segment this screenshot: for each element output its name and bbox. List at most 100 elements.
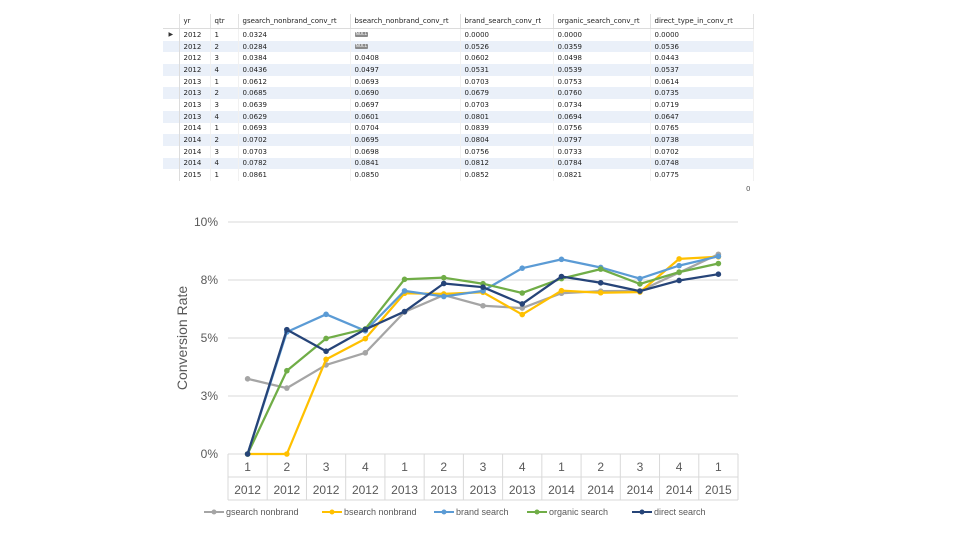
data-point[interactable] (715, 253, 722, 260)
table-cell[interactable]: 2013 (179, 99, 211, 111)
data-point[interactable] (401, 288, 408, 294)
data-point[interactable] (597, 266, 604, 272)
column-header[interactable]: organic_search_conv_rt (553, 14, 651, 29)
table-cell[interactable]: 0.0531 (460, 64, 554, 76)
row-selector[interactable] (163, 122, 180, 135)
data-point[interactable] (676, 269, 682, 275)
table-cell[interactable]: 0.0821 (553, 169, 651, 181)
table-row[interactable]: ▶ 2012 1 0.0324 NULL 0.0000 0.0000 0.0000 (163, 28, 754, 41)
table-cell[interactable]: 0.0703 (460, 99, 554, 111)
table-cell[interactable]: 0.0804 (460, 134, 554, 146)
table-cell[interactable]: 0.0841 (350, 157, 461, 170)
table-cell[interactable]: 0.0765 (650, 122, 754, 135)
table-cell[interactable]: 2014 (179, 134, 211, 146)
row-selector[interactable] (163, 87, 180, 100)
table-cell[interactable]: 0.0698 (350, 145, 461, 158)
table-cell[interactable]: 2014 (179, 122, 211, 135)
table-cell[interactable]: 0.0703 (238, 145, 351, 158)
table-cell[interactable]: 4 (210, 157, 239, 170)
column-header[interactable]: direct_type_in_conv_rt (650, 14, 754, 29)
table-cell[interactable]: 0.0839 (460, 122, 554, 135)
table-row[interactable]: 2014 2 0.0702 0.0695 0.0804 0.0797 0.0738 (163, 134, 754, 146)
table-cell[interactable]: 1 (210, 75, 239, 88)
row-selector[interactable] (163, 157, 180, 170)
table-cell[interactable]: 0.0647 (650, 110, 754, 123)
row-selector[interactable] (163, 169, 180, 181)
row-selector[interactable] (163, 134, 180, 146)
data-point[interactable] (284, 326, 290, 333)
row-selector[interactable] (163, 64, 180, 76)
table-cell[interactable]: 0.0614 (650, 75, 754, 88)
table-cell[interactable]: 0.0384 (238, 52, 351, 65)
table-cell[interactable]: 0.0760 (553, 87, 651, 100)
table-cell[interactable]: 0.0782 (238, 157, 351, 170)
row-selector[interactable] (163, 99, 180, 111)
table-cell[interactable]: 0.0738 (650, 134, 754, 146)
table-cell[interactable]: 0.0702 (650, 145, 754, 158)
data-point[interactable] (480, 302, 486, 309)
data-point[interactable] (597, 279, 604, 286)
data-point[interactable] (676, 262, 682, 269)
data-point[interactable] (715, 260, 722, 267)
table-cell[interactable]: 2013 (179, 75, 211, 88)
data-point[interactable] (637, 288, 643, 294)
table-row[interactable]: 2013 3 0.0639 0.0697 0.0703 0.0734 0.0719 (163, 99, 754, 111)
column-header[interactable]: gsearch_nonbrand_conv_rt (238, 14, 351, 29)
data-point[interactable] (637, 281, 643, 287)
table-row[interactable]: 2014 3 0.0703 0.0698 0.0756 0.0733 0.0702 (163, 145, 754, 158)
table-cell[interactable]: 0.0443 (650, 52, 754, 65)
table-cell[interactable]: 2012 (179, 52, 211, 65)
table-cell[interactable]: 2015 (179, 169, 211, 181)
data-point[interactable] (323, 348, 329, 355)
table-cell[interactable]: 3 (210, 145, 239, 158)
table-cell[interactable]: 0.0735 (650, 87, 754, 100)
table-cell[interactable]: 2 (210, 87, 239, 100)
data-point[interactable] (284, 385, 290, 391)
table-cell[interactable]: 0.0436 (238, 64, 351, 76)
table-cell[interactable]: 0.0408 (350, 52, 461, 65)
legend-item[interactable]: direct search (632, 507, 706, 517)
table-cell[interactable]: 0.0359 (553, 40, 651, 53)
legend-item[interactable]: brand search (434, 507, 509, 517)
table-cell[interactable]: 0.0539 (553, 64, 651, 76)
legend-item[interactable]: gsearch nonbrand (204, 507, 299, 517)
column-header[interactable]: qtr (210, 14, 239, 29)
data-point[interactable] (401, 308, 408, 315)
table-cell[interactable]: 0.0703 (460, 75, 554, 88)
table-cell[interactable]: 0.0797 (553, 134, 651, 146)
table-cell[interactable]: 0.0756 (553, 122, 651, 135)
table-cell[interactable]: 0.0000 (553, 28, 651, 41)
table-cell[interactable]: 0.0748 (650, 157, 754, 170)
table-cell[interactable]: 0.0602 (460, 52, 554, 65)
table-cell[interactable]: 0.0812 (460, 157, 554, 170)
table-cell[interactable]: 3 (210, 99, 239, 111)
table-row[interactable]: 2014 1 0.0693 0.0704 0.0839 0.0756 0.0765 (163, 122, 754, 135)
table-cell[interactable]: 2012 (179, 64, 211, 76)
column-header[interactable]: brand_search_conv_rt (460, 14, 554, 29)
data-point[interactable] (323, 311, 329, 318)
table-cell[interactable]: 0.0861 (238, 169, 351, 181)
data-point[interactable] (676, 256, 682, 262)
table-row[interactable]: 2014 4 0.0782 0.0841 0.0812 0.0784 0.0748 (163, 157, 754, 170)
table-cell[interactable]: 2013 (179, 110, 211, 123)
table-cell[interactable]: 3 (210, 52, 239, 65)
row-selector[interactable] (163, 145, 180, 158)
table-cell[interactable]: 0.0690 (350, 87, 461, 100)
table-cell[interactable]: 0.0679 (460, 87, 554, 100)
table-cell[interactable]: 0.0693 (238, 122, 351, 135)
table-cell[interactable]: 2014 (179, 145, 211, 158)
row-selector[interactable] (163, 75, 180, 88)
table-row[interactable]: 2012 4 0.0436 0.0497 0.0531 0.0539 0.0537 (163, 64, 754, 76)
data-point[interactable] (558, 287, 565, 294)
table-cell[interactable]: 0.0756 (460, 145, 554, 158)
table-cell[interactable]: 0.0775 (650, 169, 754, 181)
table-cell[interactable]: 0.0601 (350, 110, 461, 123)
table-cell[interactable]: 0.0612 (238, 75, 351, 88)
row-selector[interactable] (163, 40, 180, 53)
table-cell[interactable]: 0.0629 (238, 110, 351, 123)
table-cell[interactable]: 2 (210, 40, 239, 53)
table-cell[interactable]: 2012 (179, 28, 211, 41)
table-row[interactable]: 2012 3 0.0384 0.0408 0.0602 0.0498 0.0443 (163, 52, 754, 65)
table-cell[interactable]: 0.0284 (238, 40, 351, 53)
table-cell[interactable]: 0.0784 (553, 157, 651, 170)
